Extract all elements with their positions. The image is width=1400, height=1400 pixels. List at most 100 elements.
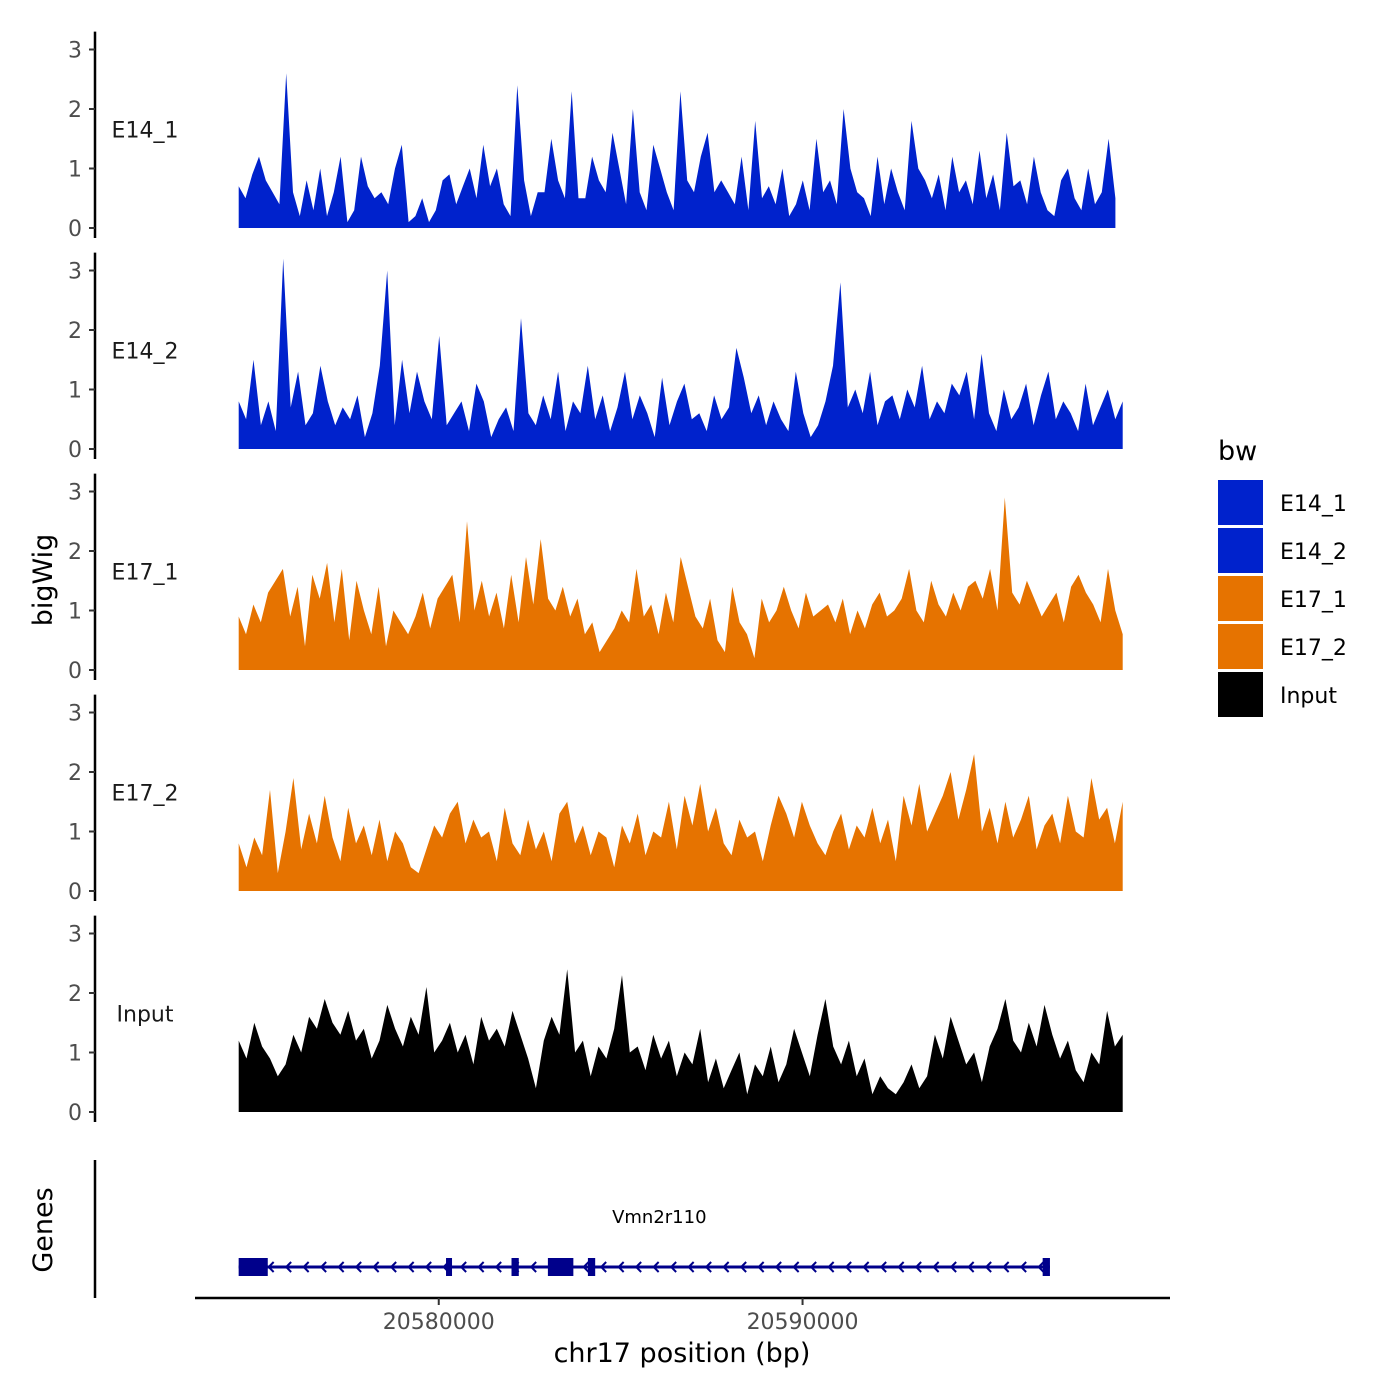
strand-arrow	[599, 1261, 607, 1273]
y-tick-label: 3	[68, 39, 82, 64]
strand-arrow	[967, 1261, 975, 1273]
y-tick-label: 3	[68, 481, 82, 506]
legend-label-E14_2: E14_2	[1280, 540, 1347, 565]
strand-arrow	[1037, 1261, 1045, 1273]
track-label: Input	[117, 1003, 174, 1028]
strand-arrow	[652, 1261, 660, 1273]
legend-label-Input: Input	[1280, 684, 1337, 709]
legend-label-E17_2: E17_2	[1280, 636, 1347, 661]
strand-arrow	[739, 1261, 747, 1273]
gene-exon	[547, 1258, 574, 1276]
legend-swatch-E14_1	[1218, 480, 1263, 525]
strand-arrow	[372, 1261, 380, 1273]
strand-arrow	[1019, 1261, 1027, 1273]
strand-arrow	[792, 1261, 800, 1273]
strand-arrow	[319, 1261, 327, 1273]
strand-arrow	[757, 1261, 765, 1273]
strand-arrow	[897, 1261, 905, 1273]
strand-arrow	[389, 1261, 397, 1273]
x-axis-title: chr17 position (bp)	[554, 1338, 811, 1369]
legend-swatch-E17_1	[1218, 576, 1263, 621]
y-tick-label: 2	[68, 540, 82, 565]
legend-label-E14_1: E14_1	[1280, 492, 1347, 517]
gene-exon	[587, 1258, 596, 1276]
strand-arrow	[302, 1261, 310, 1273]
signal-area-Input	[238, 969, 1123, 1112]
y-tick-label: 3	[68, 260, 82, 285]
gene-exon	[238, 1258, 268, 1276]
strand-arrow	[669, 1261, 677, 1273]
y-tick-label: 3	[68, 923, 82, 948]
y-tick-label: 2	[68, 982, 82, 1007]
strand-arrow	[932, 1261, 940, 1273]
x-tick-label: 20590000	[747, 1310, 859, 1335]
strand-arrow	[284, 1261, 292, 1273]
strand-arrow	[529, 1261, 537, 1273]
track-label: E17_2	[112, 782, 179, 807]
strand-arrow	[844, 1261, 852, 1273]
y-tick-label: 1	[68, 600, 82, 625]
y-tick-label: 0	[68, 1101, 82, 1126]
strand-arrow	[424, 1261, 432, 1273]
y-tick-label: 1	[68, 1042, 82, 1067]
strand-arrow	[337, 1261, 345, 1273]
track-E17_1: 0 1 2 3 E17_1	[68, 473, 1123, 684]
y-tick-label: 1	[68, 379, 82, 404]
legend: bw E14_1 E14_2 E17_1 E17_2 Input	[1218, 436, 1347, 717]
strand-arrow	[914, 1261, 922, 1273]
gene-track-title: Genes	[28, 1187, 59, 1272]
strand-arrow	[687, 1261, 695, 1273]
strand-arrow	[827, 1261, 835, 1273]
strand-arrow	[722, 1261, 730, 1273]
x-axis: 20580000 20590000	[195, 1296, 1170, 1335]
legend-swatch-E14_2	[1218, 528, 1263, 573]
track-label: E17_1	[112, 561, 179, 586]
strand-arrow	[477, 1261, 485, 1273]
y-tick-label: 0	[68, 880, 82, 905]
gene-exon	[1042, 1258, 1050, 1276]
legend-swatch-Input	[1218, 672, 1263, 717]
y-tick-label: 0	[68, 438, 82, 463]
y-tick-label: 2	[68, 319, 82, 344]
x-tick-label: 20580000	[383, 1310, 495, 1335]
gene-label: Vmn2r110	[612, 1207, 706, 1228]
gene-exon	[446, 1258, 453, 1276]
track-label: E14_2	[112, 340, 179, 365]
strand-arrow	[634, 1261, 642, 1273]
y-axis-title: bigWig	[28, 534, 59, 627]
strand-arrow	[949, 1261, 957, 1273]
track-E14_1: 0 1 2 3 E14_1	[68, 31, 1116, 242]
strand-arrow	[879, 1261, 887, 1273]
strand-arrow	[582, 1261, 590, 1273]
strand-arrow	[354, 1261, 362, 1273]
strand-arrow	[809, 1261, 817, 1273]
signal-area-E17_2	[238, 754, 1123, 891]
y-tick-label: 1	[68, 158, 82, 183]
strand-arrow	[984, 1261, 992, 1273]
y-tick-label: 2	[68, 761, 82, 786]
strand-arrow	[617, 1261, 625, 1273]
strand-arrow	[704, 1261, 712, 1273]
y-tick-label: 3	[68, 702, 82, 727]
strand-arrow	[407, 1261, 415, 1273]
y-tick-label: 2	[68, 98, 82, 123]
track-E14_2: 0 1 2 3 E14_2	[68, 252, 1123, 463]
y-tick-label: 1	[68, 821, 82, 846]
strand-arrow	[494, 1261, 502, 1273]
track-E17_2: 0 1 2 3 E17_2	[68, 694, 1123, 905]
strand-arrow	[459, 1261, 467, 1273]
gene-exon	[511, 1258, 519, 1276]
signal-area-E17_1	[238, 497, 1123, 670]
strand-arrow	[774, 1261, 782, 1273]
legend-label-E17_1: E17_1	[1280, 588, 1347, 613]
track-Input: 0 1 2 3 Input	[68, 915, 1123, 1126]
signal-area-E14_1	[238, 73, 1116, 228]
strand-arrow	[267, 1261, 275, 1273]
legend-swatch-E17_2	[1218, 624, 1263, 669]
signal-area-E14_2	[238, 258, 1123, 449]
strand-arrow	[1002, 1261, 1010, 1273]
legend-title: bw	[1218, 436, 1257, 467]
y-tick-label: 0	[68, 217, 82, 242]
track-label: E14_1	[112, 119, 179, 144]
